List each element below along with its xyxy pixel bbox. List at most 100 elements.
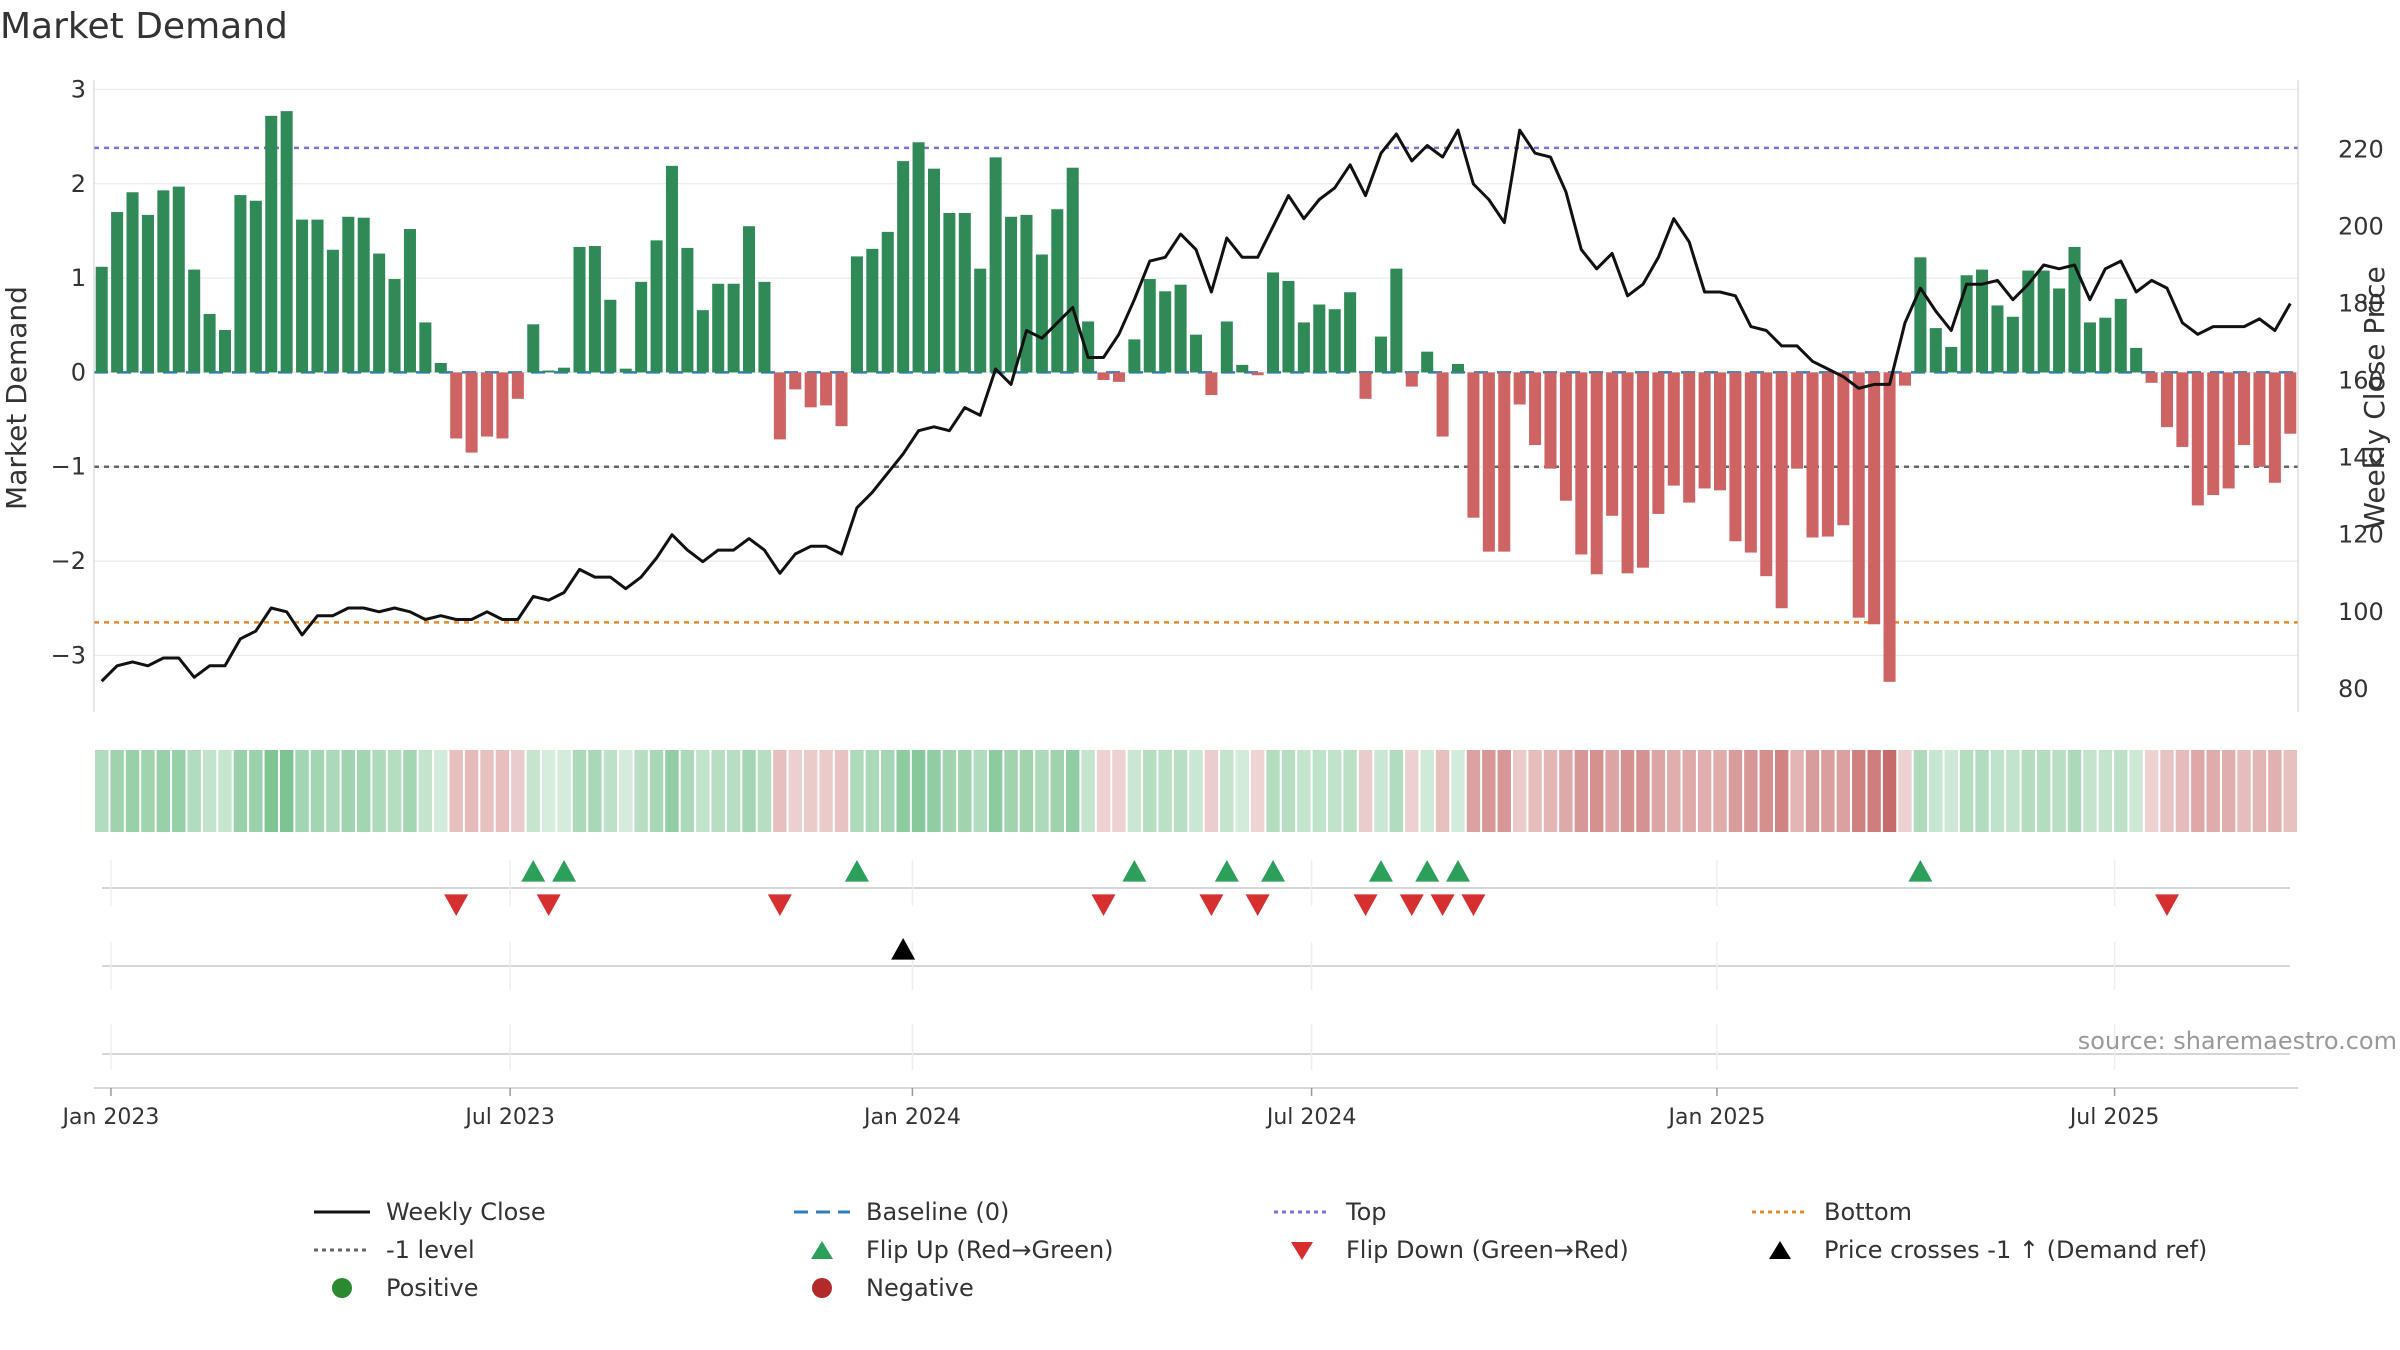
strip-cell	[757, 750, 772, 832]
legend-positive: Positive	[310, 1271, 479, 1305]
legend-negative: Negative	[790, 1271, 974, 1305]
strip-cell	[1759, 750, 1773, 832]
strip-cell	[464, 750, 479, 832]
strip-cell	[742, 750, 756, 832]
strip-cell	[1821, 750, 1835, 832]
strip-cell	[2129, 750, 2143, 832]
y2-axis-label: Weekly Close Price	[2358, 266, 2391, 529]
demand-bar-negative	[1205, 372, 1218, 396]
demand-bar-positive	[1991, 305, 2004, 373]
demand-bar-positive	[1082, 321, 1095, 373]
demand-bar-positive	[712, 283, 725, 373]
strip-cell	[1035, 750, 1049, 832]
demand-bar-positive	[1344, 292, 1357, 373]
strip-cell	[711, 750, 725, 832]
x-axis: Jan 2023 Jul 2023 Jan 2024 Jul 2024 Jan 2025…	[61, 1087, 2298, 1130]
demand-bar-negative	[1806, 372, 1819, 538]
strip-cell	[1605, 750, 1619, 832]
demand-bar-positive	[95, 266, 108, 373]
strip-cell	[2283, 750, 2297, 832]
strip-cell	[896, 750, 910, 832]
legend-label: Top	[1346, 1198, 1387, 1226]
flip-up-marker	[552, 860, 577, 882]
demand-bar-positive	[1282, 280, 1295, 373]
demand-bar-negative	[1760, 372, 1773, 577]
legend-price-cross: Price crosses -1 ↑ (Demand ref)	[1748, 1233, 2207, 1267]
demand-bar-positive	[265, 115, 278, 373]
strip-cell	[1990, 750, 2005, 832]
strip-cell	[1482, 750, 1496, 832]
strip-cell	[95, 750, 109, 832]
flip-down-marker	[444, 894, 469, 916]
strip-cell	[1512, 750, 1527, 832]
demand-bar-negative	[1698, 372, 1711, 489]
demand-bar-positive	[619, 368, 632, 373]
legend-label: Baseline (0)	[866, 1198, 1010, 1226]
strip-cell	[665, 750, 679, 832]
strip-cell	[1667, 750, 1681, 832]
strip-cell	[495, 750, 510, 832]
strip-cell	[1096, 750, 1111, 832]
demand-bar-positive	[1390, 268, 1403, 373]
y2-tick-label: 140	[2338, 444, 2384, 472]
strip-cell	[156, 750, 171, 832]
demand-bar-negative	[820, 372, 833, 406]
demand-bar-positive	[419, 322, 432, 373]
demand-bar-positive	[727, 283, 740, 373]
legend-label: Flip Up (Red→Green)	[866, 1236, 1114, 1264]
demand-bar-negative	[1837, 372, 1850, 526]
strip-cell	[249, 750, 263, 832]
flip-up-marker	[1415, 860, 1440, 882]
x-tick-label: Jan 2023	[61, 1105, 160, 1130]
demand-bar-positive	[188, 269, 201, 373]
demand-bar-negative	[1652, 372, 1665, 514]
circle-icon	[812, 1278, 832, 1298]
flip-up-marker	[1908, 860, 1933, 882]
flip-down-marker	[1245, 894, 1270, 916]
demand-bar-positive	[974, 268, 987, 373]
strip-cell	[2206, 750, 2220, 832]
flip-down-marker	[1091, 894, 1116, 916]
legend-minus-one: -1 level	[310, 1233, 475, 1267]
flip-up-marker	[1368, 860, 1393, 882]
demand-bar-positive	[927, 168, 940, 373]
demand-bar-positive	[1035, 254, 1048, 373]
demand-bar-positive	[1066, 167, 1079, 373]
y-tick-label: −1	[51, 453, 86, 481]
demand-bar-negative	[2222, 372, 2235, 489]
strip-cell	[1374, 750, 1388, 832]
flip-up-marker	[1214, 860, 1239, 882]
legend-label: Price crosses -1 ↑ (Demand ref)	[1824, 1236, 2208, 1264]
y-tick-label: −2	[51, 547, 86, 575]
demand-bar-positive	[172, 186, 185, 373]
strip-cell	[2221, 750, 2236, 832]
strip-cell	[988, 750, 1003, 832]
dashed-line-icon	[794, 1210, 850, 1214]
demand-bar-negative	[2176, 372, 2189, 447]
demand-bar-negative	[1575, 372, 1588, 555]
demand-bar-negative	[496, 372, 509, 439]
demand-bar-negative	[1868, 372, 1881, 625]
strip-cell	[2006, 750, 2020, 832]
strip-cell	[2052, 750, 2066, 832]
demand-bar-negative	[1606, 372, 1619, 516]
triangle-down-icon	[1291, 1242, 1313, 1260]
demand-bar-positive	[665, 165, 678, 373]
demand-bar-positive	[681, 247, 694, 373]
demand-bar-positive	[1005, 216, 1018, 373]
demand-bar-negative	[1883, 372, 1896, 682]
demand-bar-positive	[2083, 322, 2096, 373]
demand-bar-positive	[558, 367, 571, 373]
strip-cell	[1867, 750, 1881, 832]
strip-cell	[2191, 750, 2205, 832]
flip-up-marker	[1122, 860, 1147, 882]
strip-cell	[2083, 750, 2097, 832]
demand-bar-negative	[1405, 372, 1418, 387]
flip-down-marker	[2154, 894, 2179, 916]
legend: Weekly Close Baseline (0) Top Bottom -1 …	[0, 1195, 2400, 1325]
strip-cell	[2252, 750, 2267, 832]
legend-label: Flip Down (Green→Red)	[1346, 1236, 1629, 1264]
strip-cell	[1389, 750, 1404, 832]
demand-bar-positive	[2022, 270, 2035, 373]
